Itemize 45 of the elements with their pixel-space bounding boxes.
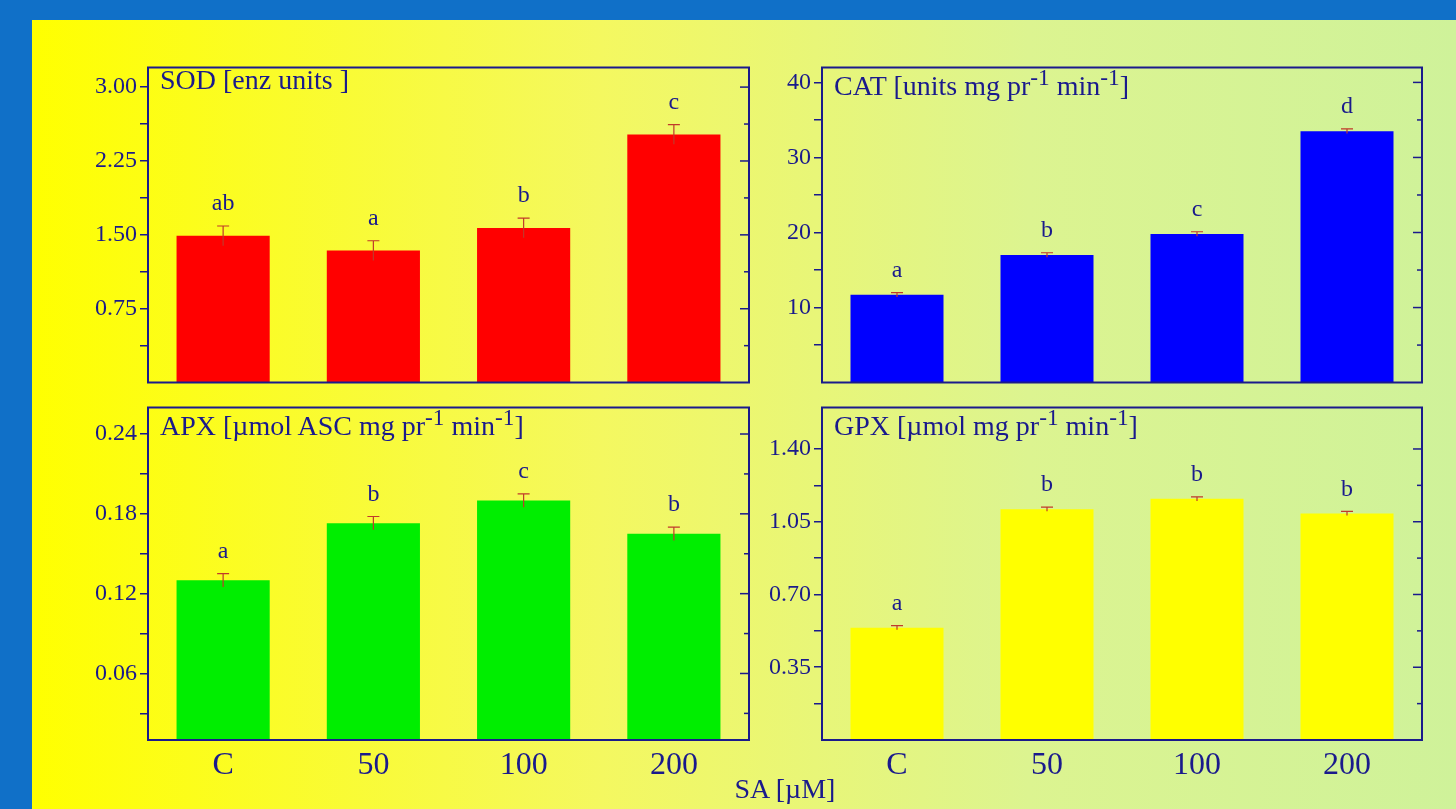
chart-title: GPX [µmol mg pr$^{-1}$ min$^{-1}$] <box>834 404 1138 443</box>
annotation: b <box>367 479 380 506</box>
y-tick-label: 0.24 <box>95 419 137 446</box>
y-tick-label: 40 <box>787 67 811 94</box>
annotation: c <box>518 457 529 484</box>
x-tick-label: 200 <box>1323 744 1371 781</box>
annotation: b <box>667 490 680 517</box>
annotation: a <box>891 255 903 282</box>
x-axis-title: SA [µM] <box>734 773 836 805</box>
x-tick-label: 100 <box>1173 744 1221 781</box>
y-tick-label: 20 <box>787 217 811 244</box>
y-tick-label: 0.35 <box>769 652 811 679</box>
annotation: c <box>1191 195 1203 222</box>
annotation: b <box>1041 216 1053 243</box>
annotation: b <box>1041 470 1053 497</box>
y-tick-label: 1.50 <box>95 220 137 247</box>
annotation: b <box>1341 474 1353 501</box>
annotation: b <box>517 181 530 208</box>
x-tick-label: C <box>212 744 234 781</box>
y-tick-label: 10 <box>787 292 811 319</box>
annotation: a <box>891 588 903 615</box>
x-tick-label: 50 <box>1031 744 1063 781</box>
x-tick-label: 200 <box>649 744 698 781</box>
y-tick-label: 1.40 <box>769 434 811 461</box>
y-tick-label: 30 <box>787 142 811 169</box>
y-tick-label: 0.70 <box>769 579 811 606</box>
x-tick-label: 50 <box>357 744 390 781</box>
annotation: d <box>1341 92 1353 119</box>
y-tick-label: 0.06 <box>95 658 137 685</box>
annotation: c <box>668 87 680 114</box>
chart-title: SOD [enz units ] <box>160 64 349 96</box>
y-tick-label: 0.75 <box>95 294 137 321</box>
annotation: ab <box>211 189 235 216</box>
y-tick-label: 0.12 <box>95 578 137 605</box>
y-tick-label: 0.18 <box>95 499 137 526</box>
annotation: a <box>368 204 380 231</box>
x-tick-label: 100 <box>499 744 548 781</box>
chart-title: CAT [units mg pr$^{-1}$ min$^{-1}$] <box>834 64 1130 103</box>
y-tick-label: 3.00 <box>95 72 137 99</box>
chart-title: APX [µmol ASC mg pr$^{-1}$ min$^{-1}$] <box>160 404 524 443</box>
annotation: b <box>1191 460 1203 487</box>
annotation: a <box>217 537 229 563</box>
y-tick-label: 2.25 <box>95 146 137 173</box>
y-tick-label: 1.05 <box>769 507 811 534</box>
x-tick-label: C <box>886 744 908 781</box>
